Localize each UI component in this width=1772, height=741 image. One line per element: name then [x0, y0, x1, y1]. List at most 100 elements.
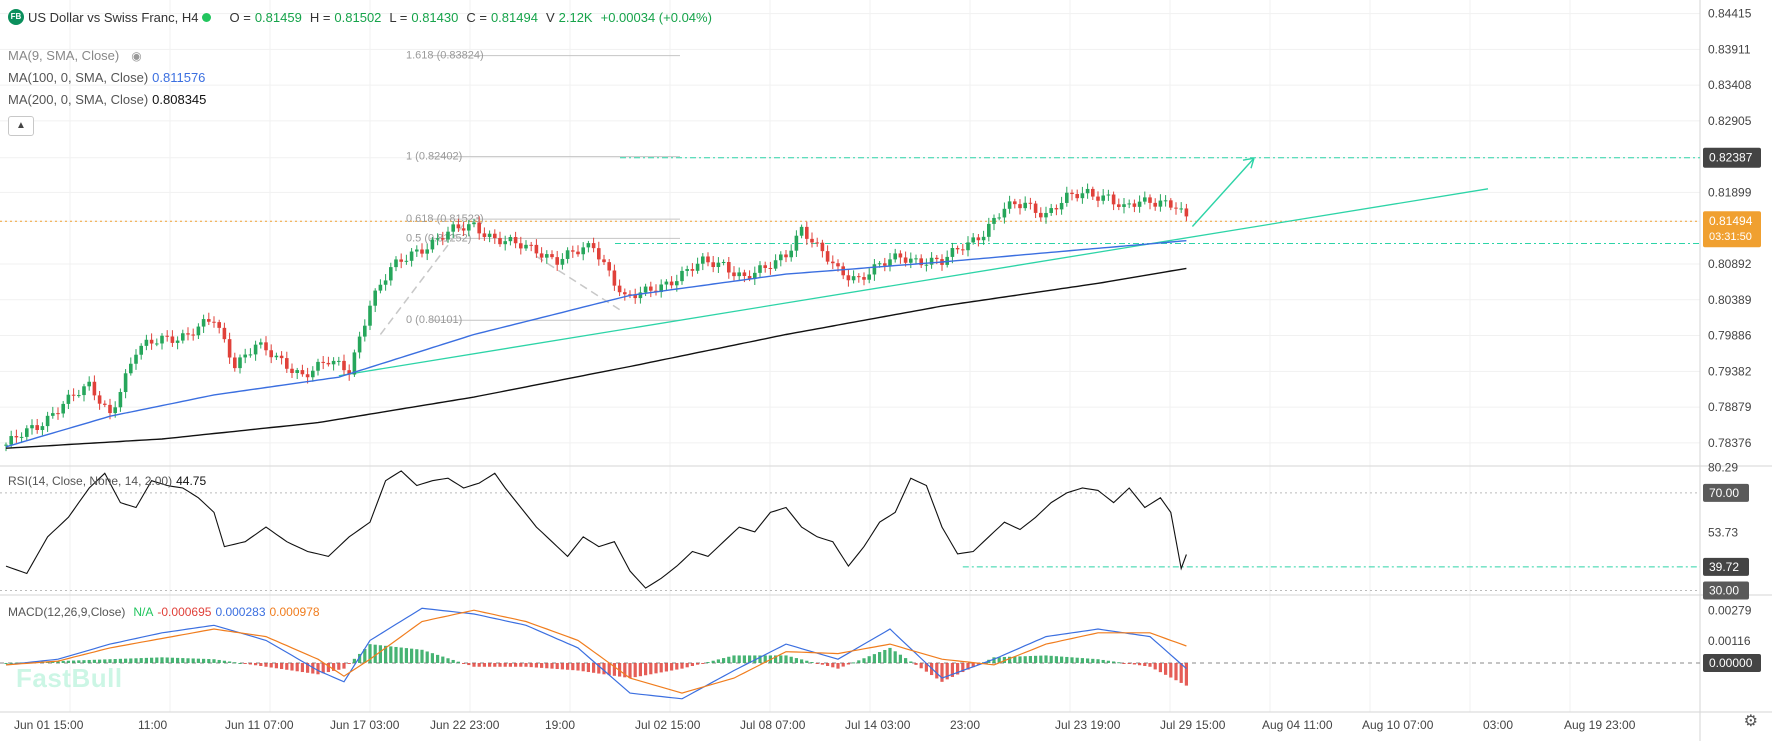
price-axis-tick: 0.78879: [1708, 400, 1752, 414]
macd-histogram-bar: [555, 662, 559, 670]
trend-line: [338, 188, 1489, 377]
candle-body: [1137, 201, 1142, 207]
candle-body: [1096, 196, 1100, 201]
macd-histogram-bar: [488, 662, 492, 667]
macd-histogram-bar: [243, 662, 247, 664]
candle-body: [160, 335, 164, 344]
ma100-legend[interactable]: MA(100, 0, SMA, Close) 0.811576: [8, 70, 205, 85]
macd-histogram-bar: [732, 655, 736, 663]
candle-body: [352, 352, 357, 375]
candle-body: [799, 226, 804, 236]
candle-body: [14, 436, 19, 438]
macd-histogram-bar: [212, 659, 216, 663]
macd-histogram-bar: [857, 660, 861, 663]
candle-body: [66, 394, 71, 404]
ohlc-high-key: H =: [309, 9, 331, 25]
candle-body: [118, 392, 123, 408]
candle-body: [389, 267, 393, 281]
candle-body: [191, 334, 195, 336]
candle-body: [867, 274, 871, 280]
candle-body: [1085, 188, 1090, 194]
price-axis-tick: 0.78376: [1708, 436, 1752, 450]
rsi-axis-tag: [1703, 483, 1749, 502]
price-axis-tick: 0.80389: [1708, 293, 1752, 307]
candle-body: [446, 231, 450, 240]
macd-histogram-bar: [680, 662, 684, 669]
time-axis-tick: Jun 17 03:00: [330, 718, 400, 732]
macd-histogram-bar: [176, 657, 180, 663]
candle-body: [701, 256, 705, 264]
candle-body: [903, 257, 908, 263]
ma9-legend[interactable]: MA(9, SMA, Close) ◉: [8, 48, 142, 63]
candle-body: [493, 233, 497, 239]
macd-histogram-bar: [222, 660, 226, 663]
macd-histogram-bar: [389, 646, 393, 663]
time-axis-tick: Jul 08 07:00: [740, 718, 806, 732]
macd-legend[interactable]: MACD(12,26,9,Close) N/A -0.000695 0.0002…: [8, 605, 320, 619]
macd-histogram-bar: [800, 659, 804, 663]
candle-body: [1075, 194, 1079, 199]
rsi-legend[interactable]: RSI(14, Close, None, 14, 2.00) 44.75: [8, 474, 206, 488]
macd-histogram-bar: [300, 662, 304, 673]
macd-histogram-bar: [737, 655, 741, 663]
candle-body: [664, 281, 669, 285]
macd-histogram-bar: [519, 662, 523, 667]
candle-body: [950, 248, 955, 257]
macd-line: [5, 607, 1187, 700]
candle-body: [732, 272, 736, 277]
candles: [4, 183, 1189, 452]
macd-histogram-bar: [1028, 656, 1032, 663]
chart-title[interactable]: US Dollar vs Swiss Franc, H4: [28, 9, 199, 25]
macd-histogram-bar: [144, 657, 148, 663]
candle-body: [196, 326, 201, 336]
eye-hidden-icon[interactable]: ◉: [131, 48, 142, 63]
macd-histogram-bar: [545, 662, 549, 669]
macd-histogram-bar: [1101, 659, 1105, 663]
candle-body: [487, 233, 492, 237]
time-axis-tick: 03:00: [1483, 718, 1513, 732]
macd-histogram-bar: [1065, 656, 1069, 663]
candle-body: [914, 258, 918, 260]
macd-histogram-bar: [1164, 662, 1168, 675]
candle-body: [888, 259, 892, 266]
candle-body: [394, 259, 398, 268]
candle-body: [1143, 197, 1147, 202]
candle-body: [747, 275, 752, 279]
rsi-axis-tag: [1703, 581, 1749, 600]
candle-body: [919, 258, 923, 266]
ohlc-low-key: L =: [389, 9, 408, 25]
macd-histogram-bar: [748, 655, 752, 663]
macd-histogram-bar: [56, 661, 60, 663]
macd-histogram-bar: [628, 662, 632, 679]
price-axis-tick: 0.83911: [1708, 42, 1751, 56]
macd-histogram-bar: [103, 659, 107, 663]
candle-body: [1127, 203, 1131, 205]
rsi-axis-tag-label: 30.00: [1709, 584, 1739, 598]
macd-axis-tick: 0.00279: [1708, 603, 1752, 617]
candle-body: [513, 237, 518, 244]
candle-body: [924, 264, 929, 266]
macd-histogram-bar: [1013, 656, 1017, 663]
macd-histogram-bar: [124, 658, 128, 663]
candle-body: [571, 250, 575, 252]
macd-histogram-bar: [966, 662, 970, 670]
macd-histogram-bar: [202, 658, 206, 663]
candle-body: [695, 263, 700, 271]
candle-body: [212, 321, 216, 323]
macd-histogram-bar: [1023, 656, 1027, 663]
candle-body: [1163, 200, 1168, 202]
macd-histogram-bar: [664, 662, 668, 672]
macd-histogram-bar: [753, 655, 757, 663]
ma200-legend[interactable]: MA(200, 0, SMA, Close) 0.808345: [8, 92, 206, 107]
macd-histogram-bar: [862, 658, 866, 663]
macd-histogram-bar: [108, 659, 112, 663]
settings-gear-icon[interactable]: ⚙: [1743, 713, 1758, 730]
macd-histogram-bar: [872, 654, 876, 663]
macd-axis-tick: 0.00116: [1708, 634, 1751, 648]
collapse-legend-button[interactable]: ▲: [8, 116, 34, 136]
macd-histogram-bar: [696, 662, 700, 665]
macd-histogram-bar: [290, 662, 294, 671]
candle-body: [300, 370, 305, 375]
macd-histogram-bar: [654, 662, 658, 674]
